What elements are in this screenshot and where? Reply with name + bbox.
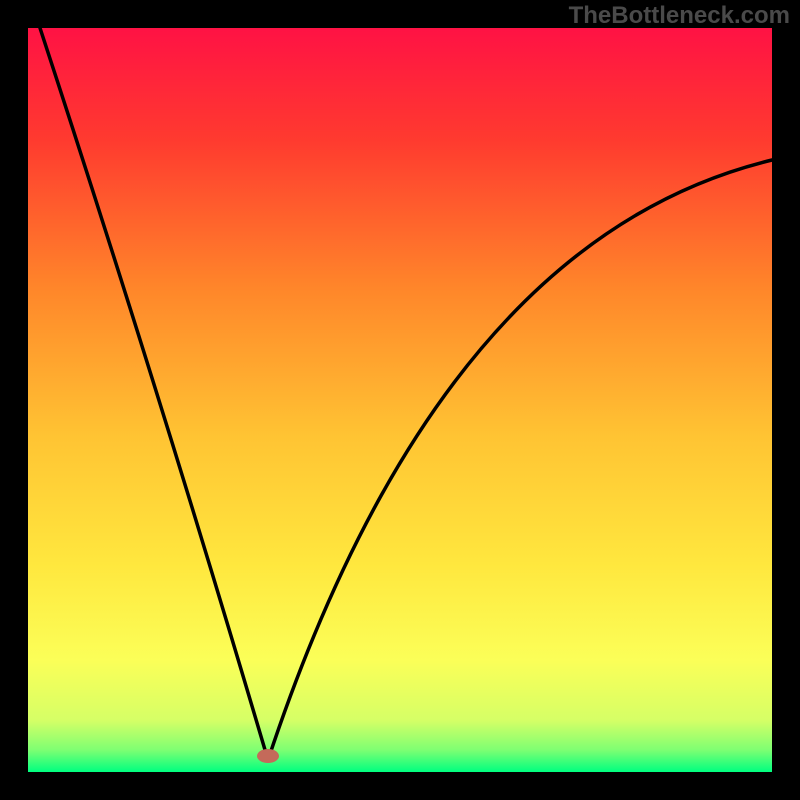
vertex-marker	[257, 749, 279, 763]
watermark-text: TheBottleneck.com	[569, 2, 790, 30]
chart-svg	[0, 0, 800, 800]
plot-area-rect	[28, 28, 772, 772]
chart-container: TheBottleneck.com	[0, 0, 800, 800]
